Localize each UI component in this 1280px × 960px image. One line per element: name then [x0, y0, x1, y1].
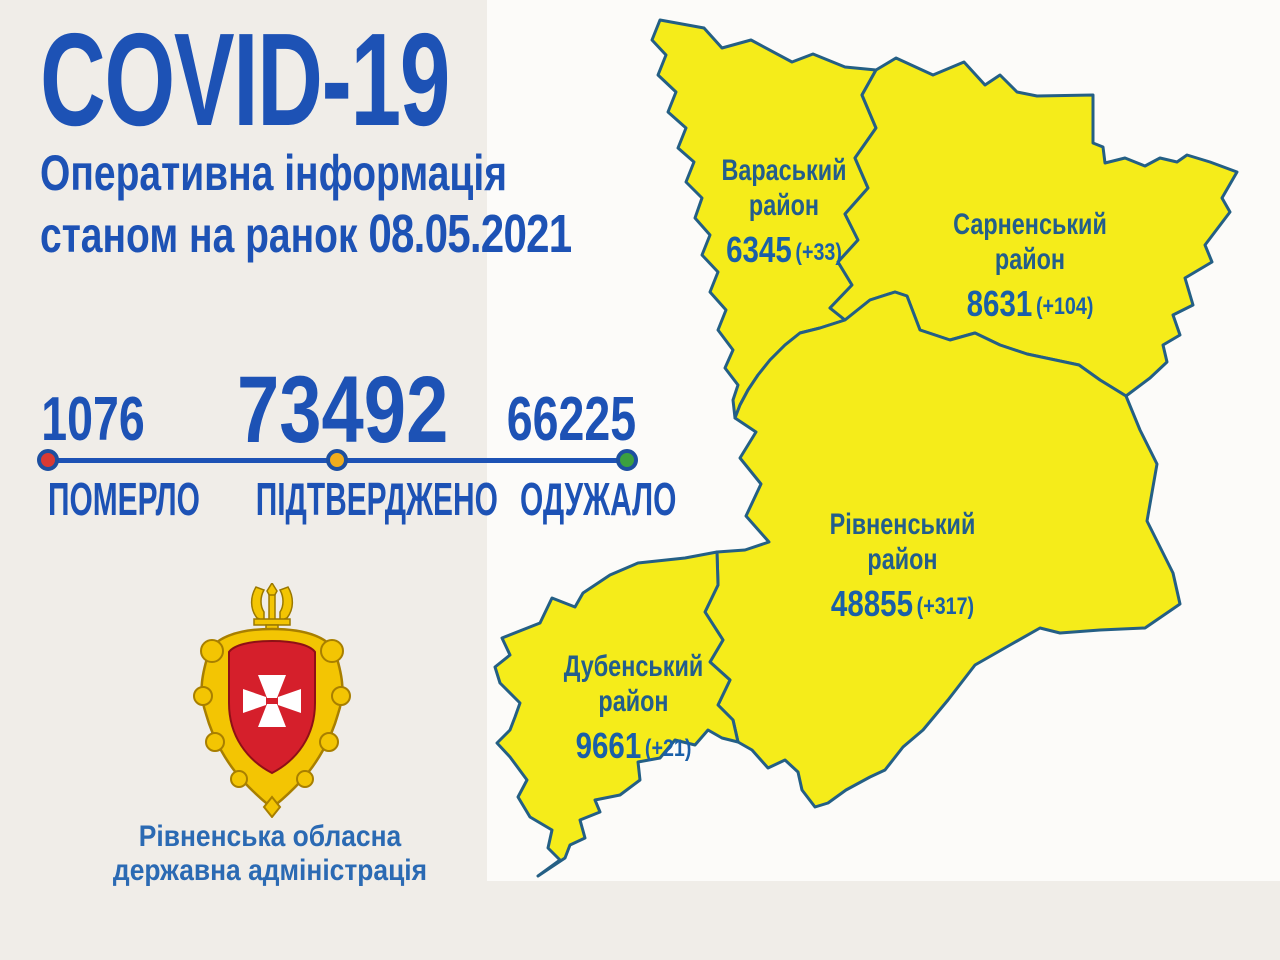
district-name: Сарненський — [953, 208, 1107, 241]
report-date: 08.05.2021 — [368, 204, 572, 264]
district-unit: район — [598, 684, 669, 718]
district-sarnenskyi-shape — [828, 56, 1239, 398]
district-label-varaskyi: Вараський район 6345 (+33) — [688, 154, 880, 271]
district-total: 6345 — [726, 229, 792, 270]
stat-recovered-value: 66225 — [488, 384, 638, 455]
district-name: Вараський — [721, 154, 847, 187]
district-label-sarnenskyi: Сарненський район 8631 (+104) — [930, 208, 1130, 325]
stat-recovered-label-text: ОДУЖАЛО — [520, 473, 677, 525]
cross-icon — [243, 675, 301, 727]
stat-confirmed-value: 73492 — [212, 356, 462, 465]
district-stats: 9661 (+21) — [554, 725, 714, 767]
district-name: Рівненський — [829, 508, 976, 541]
shield — [228, 639, 316, 775]
district-label-dubenskyi: Дубенський район 9661 (+21) — [536, 650, 731, 767]
stat-confirmed-label: ПІДТВЕРДЖЕНО — [212, 472, 498, 526]
district-stats: 6345 (+33) — [705, 229, 862, 271]
district-delta: (+317) — [916, 593, 975, 620]
district-delta: (+33) — [795, 239, 842, 266]
district-delta: (+21) — [644, 735, 692, 762]
district-total: 48855 — [830, 583, 913, 624]
stat-confirmed-label-text: ПІДТВЕРДЖЕНО — [255, 473, 498, 525]
coat-of-arms — [182, 581, 362, 823]
district-stats: 8631 (+104) — [948, 283, 1112, 325]
district-unit: район — [994, 242, 1066, 276]
recovered-dot-icon — [616, 449, 638, 471]
confirmed-dot-icon — [326, 449, 348, 471]
subtitle-line2-prefix: станом на ранок — [40, 207, 369, 263]
district-name: Дубенський — [563, 650, 704, 683]
map-panel: Вараський район 6345 (+33) Сарненський р… — [487, 0, 1280, 881]
org-line2: державна адміністрація — [112, 853, 428, 887]
district-total: 8631 — [966, 283, 1033, 324]
organization-name: Рівненська обласна державна адміністраці… — [112, 820, 429, 888]
district-delta: (+104) — [1035, 293, 1094, 320]
district-dubenskyi-shape — [493, 550, 740, 878]
stat-died-label-text: ПОМЕРЛО — [48, 473, 200, 525]
page-subtitle: Оперативна інформація станом на ранок 08… — [40, 144, 633, 267]
district-label-rivnenskyi: Рівненський район 48855 (+317) — [795, 508, 1010, 625]
stat-died-label: ПОМЕРЛО — [20, 472, 200, 526]
trident-icon — [250, 581, 294, 632]
stat-confirmed-number: 73492 — [237, 357, 449, 463]
stat-recovered-number: 66225 — [506, 385, 637, 454]
subtitle-line1: Оперативна інформація — [40, 145, 507, 201]
rivne-oblast-map — [493, 18, 1239, 878]
district-stats: 48855 (+317) — [814, 583, 990, 625]
district-unit: район — [748, 188, 820, 222]
died-dot-icon — [37, 449, 59, 471]
district-total: 9661 — [575, 725, 642, 766]
stat-died-value: 1076 — [18, 384, 168, 455]
stat-died-number: 1076 — [41, 385, 145, 454]
page-title: COVID-19 — [40, 6, 450, 153]
subtitle-line2: станом на ранок 08.05.2021 — [40, 203, 633, 267]
org-line1: Рівненська обласна — [138, 820, 402, 853]
district-unit: район — [867, 542, 938, 576]
district-rivnenskyi-shape — [703, 290, 1182, 809]
stat-recovered-label: ОДУЖАЛО — [492, 472, 677, 526]
rivne-coat-of-arms-icon — [193, 581, 351, 819]
